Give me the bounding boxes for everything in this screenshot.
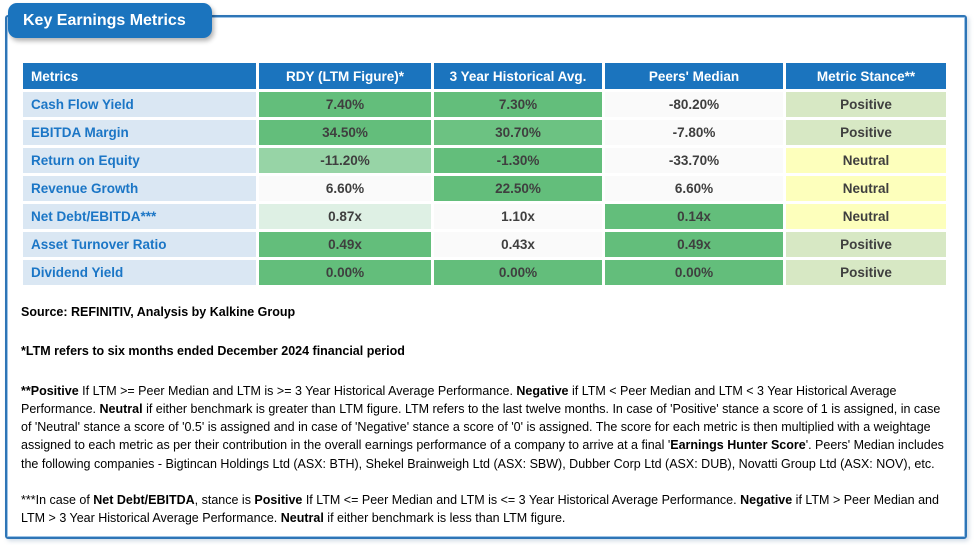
column-header-4: Metric Stance** <box>786 63 946 89</box>
stance-cell: Neutral <box>786 204 946 229</box>
metric-name-cell: Return on Equity <box>23 148 256 173</box>
table-body: Cash Flow Yield 7.40% 7.30% -80.20% Positive… <box>23 92 946 285</box>
rdy-value-cell: 0.00% <box>259 260 431 285</box>
peers-value-cell: -7.80% <box>605 120 783 145</box>
footnotes: Source: REFINITIV, Analysis by Kalkine G… <box>21 303 949 545</box>
table-row: Return on Equity -11.20% -1.30% -33.70% Neut… <box>23 148 946 173</box>
key-earnings-metrics-table: Metrics RDY (LTM Figure)* 3 Year Historica… <box>20 60 949 288</box>
peers-value-cell: 0.14x <box>605 204 783 229</box>
rdy-value-cell: 6.60% <box>259 176 431 201</box>
peers-value-cell: 0.00% <box>605 260 783 285</box>
table-header: Metrics RDY (LTM Figure)* 3 Year Historica… <box>23 63 946 89</box>
peers-value-cell: -33.70% <box>605 148 783 173</box>
stance-cell: Neutral <box>786 176 946 201</box>
metric-name-cell: Cash Flow Yield <box>23 92 256 117</box>
metric-name-cell: Asset Turnover Ratio <box>23 232 256 257</box>
table-row: Net Debt/EBITDA*** 0.87x 1.10x 0.14x Neutral <box>23 204 946 229</box>
header-row: Metrics RDY (LTM Figure)* 3 Year Historica… <box>23 63 946 89</box>
metric-name-cell: Dividend Yield <box>23 260 256 285</box>
hist-value-cell: 1.10x <box>434 204 602 229</box>
stance-cell: Positive <box>786 92 946 117</box>
metric-name-cell: Revenue Growth <box>23 176 256 201</box>
panel-title: Key Earnings Metrics <box>23 12 186 29</box>
panel-title-tab: Key Earnings Metrics <box>8 3 212 38</box>
hist-value-cell: -1.30% <box>434 148 602 173</box>
peers-value-cell: 6.60% <box>605 176 783 201</box>
hist-value-cell: 0.00% <box>434 260 602 285</box>
table-row: Dividend Yield 0.00% 0.00% 0.00% Positive <box>23 260 946 285</box>
hist-value-cell: 0.43x <box>434 232 602 257</box>
hist-value-cell: 7.30% <box>434 92 602 117</box>
table-row: EBITDA Margin 34.50% 30.70% -7.80% Positive <box>23 120 946 145</box>
rdy-value-cell: 34.50% <box>259 120 431 145</box>
rdy-value-cell: -11.20% <box>259 148 431 173</box>
hist-value-cell: 30.70% <box>434 120 602 145</box>
panel-frame: Metrics RDY (LTM Figure)* 3 Year Historica… <box>5 15 967 539</box>
hist-value-cell: 22.50% <box>434 176 602 201</box>
column-header-1: RDY (LTM Figure)* <box>259 63 431 89</box>
stance-cell: Positive <box>786 120 946 145</box>
footnote-paragraph-2: **Positive If LTM >= Peer Median and LTM… <box>21 383 944 471</box>
metric-name-cell: Net Debt/EBITDA*** <box>23 204 256 229</box>
table-row: Cash Flow Yield 7.40% 7.30% -80.20% Positive <box>23 92 946 117</box>
rdy-value-cell: 0.49x <box>259 232 431 257</box>
table-row: Asset Turnover Ratio 0.49x 0.43x 0.49x Posit… <box>23 232 946 257</box>
stance-cell: Positive <box>786 260 946 285</box>
column-header-2: 3 Year Historical Avg. <box>434 63 602 89</box>
peers-value-cell: -80.20% <box>605 92 783 117</box>
stance-cell: Positive <box>786 232 946 257</box>
metric-name-cell: EBITDA Margin <box>23 120 256 145</box>
footnote-paragraph-1: *LTM refers to six months ended December… <box>21 344 405 359</box>
table-row: Revenue Growth 6.60% 22.50% 6.60% Neutral <box>23 176 946 201</box>
column-header-0: Metrics <box>23 63 256 89</box>
footnote-paragraph-3: ***In case of Net Debt/EBITDA, stance is… <box>21 492 939 525</box>
stance-cell: Neutral <box>786 148 946 173</box>
peers-value-cell: 0.49x <box>605 232 783 257</box>
rdy-value-cell: 0.87x <box>259 204 431 229</box>
rdy-value-cell: 7.40% <box>259 92 431 117</box>
footnote-paragraph-0: Source: REFINITIV, Analysis by Kalkine G… <box>21 305 296 319</box>
column-header-3: Peers' Median <box>605 63 783 89</box>
